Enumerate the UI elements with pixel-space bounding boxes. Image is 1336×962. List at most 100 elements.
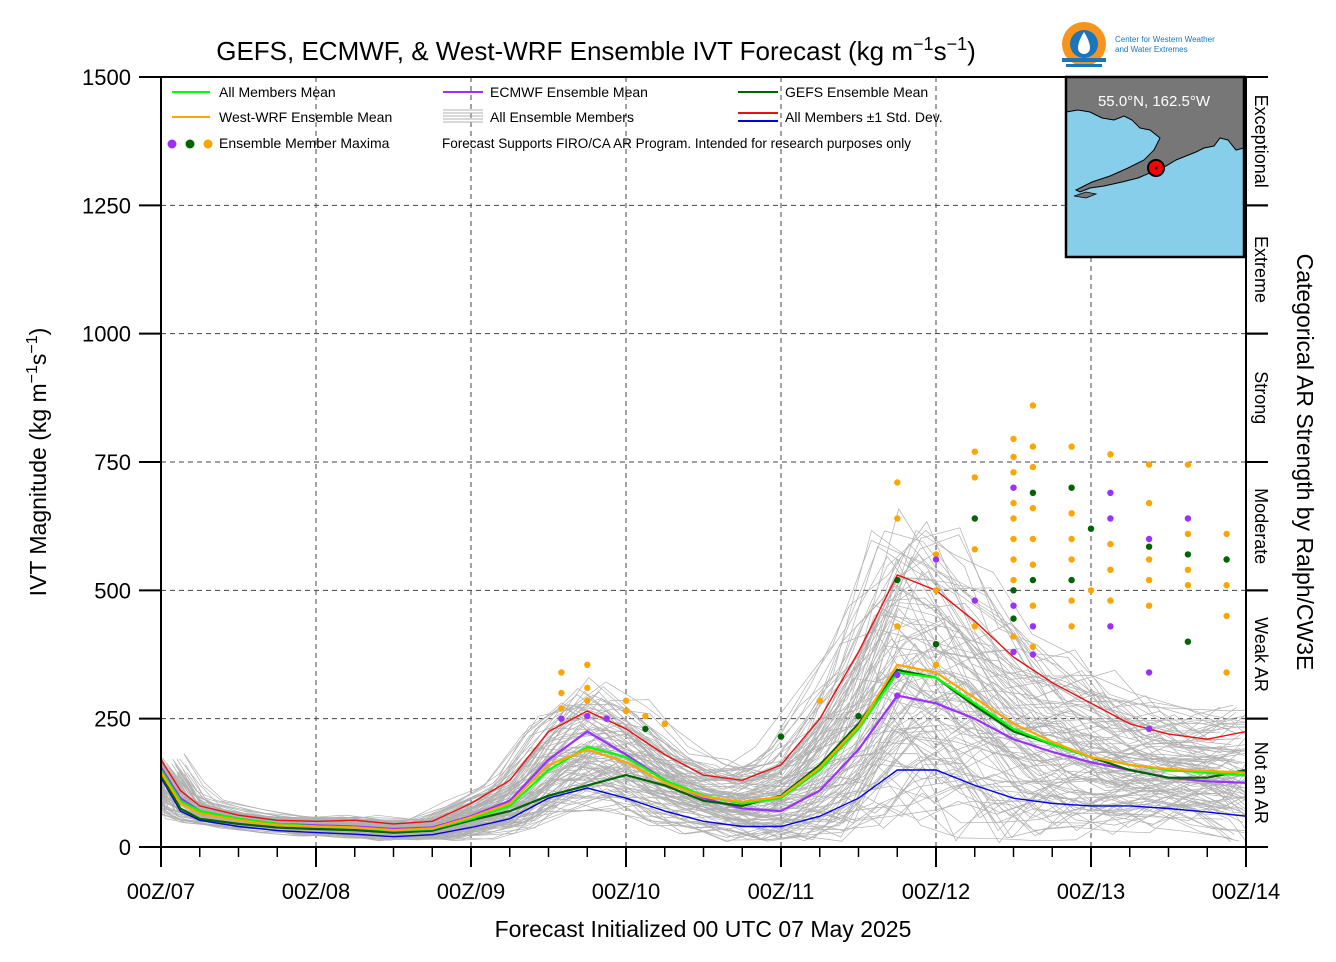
maxima-point-gefs (642, 725, 649, 733)
ylabel-sup-1: −1 (24, 365, 41, 383)
maxima-point-ecmwf (1145, 669, 1153, 676)
legend-label-ecmwf: ECMWF Ensemble Mean (490, 84, 648, 100)
maxima-point-wrf (1029, 602, 1037, 609)
maxima-point-wrf (558, 689, 565, 697)
category-label: Extreme (1251, 236, 1271, 303)
maxima-point-wrf (971, 474, 978, 481)
water-drop-icon (1078, 32, 1090, 54)
ensemble-member-line (161, 619, 1239, 830)
maxima-point-wrf (1107, 451, 1114, 458)
ensemble-maxima (558, 402, 1230, 740)
maxima-point-gefs (1029, 576, 1037, 584)
y-tick-label: 1250 (82, 193, 131, 218)
maxima-point-wrf (894, 623, 901, 630)
map-frame (1064, 75, 1246, 259)
maxima-point-wrf (1010, 576, 1017, 584)
maxima-point-wrf (971, 448, 978, 455)
ensemble-members (161, 508, 1246, 844)
maxima-point-wrf (1107, 566, 1114, 573)
maxima-point-gefs (1068, 576, 1075, 584)
maxima-point-wrf (1010, 633, 1017, 640)
ylabel-sup-2: −1 (24, 335, 41, 353)
chart-title: GEFS, ECMWF, & West-WRF Ensemble IVT For… (216, 34, 976, 66)
maxima-point-wrf (1107, 540, 1114, 548)
maxima-point-wrf (1029, 443, 1037, 450)
maxima-point-ecmwf (603, 715, 610, 722)
title-sup-1: −1 (913, 34, 934, 54)
y-tick-label: 1500 (82, 65, 131, 90)
maxima-point-gefs (932, 641, 940, 648)
maxima-point-wrf (661, 720, 668, 727)
maxima-point-ecmwf (1184, 515, 1192, 522)
legend-label-wrf: West-WRF Ensemble Mean (219, 109, 392, 125)
maxima-point-gefs (894, 576, 901, 584)
legend-label-all-mean: All Members Mean (219, 84, 336, 100)
maxima-point-ecmwf (1010, 484, 1017, 491)
maxima-point-ecmwf (1010, 648, 1017, 656)
maxima-point-gefs (971, 515, 978, 522)
maxima-point-ecmwf (894, 692, 901, 699)
maxima-point-gefs (1223, 556, 1230, 563)
maxima-point-ecmwf (932, 556, 940, 563)
y-tick-label: 500 (94, 578, 131, 603)
maxima-point-ecmwf (1029, 623, 1037, 630)
maxima-point-wrf (1184, 566, 1192, 573)
maxima-point-wrf (1145, 556, 1153, 563)
logo-text-line-2: and Water Extremes (1115, 45, 1188, 54)
maxima-point-ecmwf (1107, 515, 1114, 522)
ensemble-member-line (162, 508, 1246, 823)
x-tick-label: 00Z/08 (282, 879, 351, 904)
maxima-point-wrf (1184, 530, 1192, 538)
maxima-point-wrf (1029, 643, 1037, 650)
maxima-point-wrf (1068, 510, 1075, 517)
legend-label-maxima: Ensemble Member Maxima (219, 135, 390, 151)
ylabel-part-1: IVT Magnitude (kg m (25, 383, 51, 596)
logo-wave-2 (1066, 64, 1102, 67)
maxima-point-wrf (1145, 602, 1153, 609)
maxima-point-wrf (1223, 582, 1230, 589)
legend-dot-wrf (203, 139, 213, 149)
category-label: Strong (1251, 371, 1271, 424)
ensemble-member-line (161, 749, 1232, 844)
category-label: Weak AR (1251, 617, 1271, 692)
ylabel-part-2: s (25, 354, 51, 366)
legend-label-std: All Members ±1 Std. Dev. (785, 109, 943, 125)
maxima-point-wrf (1107, 597, 1114, 604)
maxima-point-ecmwf (1107, 489, 1114, 496)
y-axis-label: IVT Magnitude (kg m−1s−1) (24, 328, 51, 597)
map-land-island (1073, 191, 1098, 199)
maxima-point-ecmwf (1107, 623, 1114, 630)
ensemble-member-line (182, 629, 1246, 830)
maxima-point-wrf (1145, 499, 1153, 507)
maxima-point-wrf (971, 546, 978, 553)
maxima-point-ecmwf (558, 715, 565, 722)
x-tick-label: 00Z/07 (127, 879, 196, 904)
legend-dot-gefs (185, 139, 195, 149)
maxima-point-wrf (1010, 556, 1017, 563)
maxima-point-gefs (1010, 587, 1017, 594)
maxima-point-wrf (584, 684, 591, 692)
maxima-point-gefs (855, 712, 862, 720)
maxima-point-wrf (1068, 597, 1075, 604)
title-part-1: GEFS, ECMWF, & West-WRF Ensemble IVT For… (216, 36, 913, 66)
maxima-point-wrf (1010, 535, 1017, 543)
maxima-point-wrf (1010, 453, 1017, 461)
maxima-point-wrf (584, 661, 591, 668)
ensemble-member-line (161, 576, 1246, 829)
maxima-point-wrf (1068, 443, 1075, 450)
maxima-point-wrf (932, 661, 940, 668)
ensemble-member-line (165, 757, 1246, 840)
maxima-point-gefs (1010, 615, 1017, 622)
right-axis-label: Categorical AR Strength by Ralph/CW3E (1292, 254, 1318, 671)
maxima-point-wrf (971, 623, 978, 630)
maxima-point-wrf (894, 479, 901, 486)
maxima-point-ecmwf (1029, 651, 1037, 658)
maxima-point-wrf (1029, 535, 1037, 543)
legend-swatch-members (443, 109, 483, 123)
maxima-point-wrf (1068, 556, 1075, 563)
series-line-wrf (161, 663, 1246, 832)
x-tick-label: 00Z/11 (748, 879, 815, 904)
maxima-point-wrf (1145, 576, 1153, 584)
maxima-point-gefs (1184, 638, 1192, 645)
